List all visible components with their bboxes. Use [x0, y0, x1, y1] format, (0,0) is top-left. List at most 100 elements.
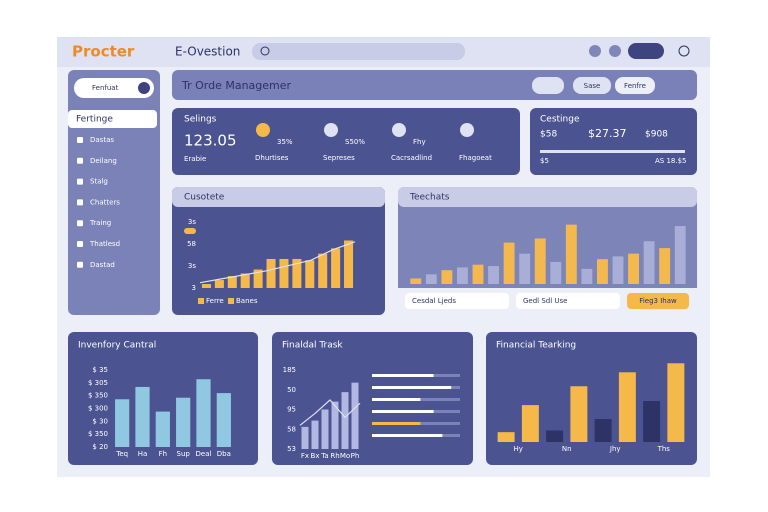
bar [441, 270, 453, 284]
bar [503, 242, 515, 284]
x-label: Fx [301, 452, 309, 460]
menu-icon [77, 178, 83, 185]
menu-item[interactable]: Dastas [90, 136, 114, 144]
menu-item[interactable]: Thatlesd [89, 240, 120, 248]
dropdown[interactable] [516, 293, 620, 309]
x-label: Rh [330, 452, 339, 460]
user-pill[interactable] [628, 43, 664, 59]
axis-label: $ 30 [92, 417, 108, 425]
menu-item[interactable]: Traing [89, 219, 111, 227]
bar [253, 269, 263, 288]
bar [321, 409, 329, 449]
bar [570, 386, 588, 442]
bar [628, 253, 639, 284]
stat-label: Cacrsadlind [391, 154, 432, 162]
progress-fill [372, 386, 452, 389]
legend-swatch [184, 228, 196, 234]
bar [534, 238, 546, 284]
x-label: Hy [514, 445, 523, 453]
stat-icon [324, 123, 338, 137]
axis-label: $ 350 [88, 392, 108, 400]
legend-swatch [198, 298, 204, 304]
bar [344, 240, 354, 288]
button-label: Fenfre [624, 82, 646, 90]
active-item[interactable] [68, 110, 157, 128]
bar [550, 261, 562, 284]
dropdown[interactable] [405, 293, 509, 309]
bar [279, 258, 289, 288]
menu-item[interactable]: Fertinge [76, 115, 113, 125]
sidebar [68, 70, 160, 315]
menu-item[interactable]: Dastad [90, 261, 115, 269]
axis-label: $ 300 [88, 405, 108, 413]
bar [521, 405, 539, 442]
bar [618, 372, 636, 442]
stat-icon [460, 123, 474, 137]
sidebar-search-text: Fenfuat [92, 84, 119, 92]
progress-fill [372, 374, 434, 377]
stat-value: S50% [345, 138, 365, 146]
button[interactable] [532, 77, 564, 94]
menu-icon [77, 157, 83, 164]
cost-value: $27.37 [588, 127, 627, 140]
menu-item[interactable]: Chatters [90, 198, 120, 206]
icon[interactable] [589, 45, 601, 57]
card-header [398, 187, 697, 207]
legend-label: Ferre [206, 297, 224, 305]
chart-title: Teechats [409, 193, 450, 203]
x-label: Sup [177, 450, 191, 458]
bar [318, 253, 328, 288]
bar [115, 399, 130, 447]
x-label: Teq [115, 450, 128, 458]
logo: Procter [72, 43, 135, 61]
legend-label: Banes [236, 297, 258, 305]
icon[interactable] [609, 45, 621, 57]
bar [667, 363, 685, 442]
bar [214, 280, 224, 288]
menu-item[interactable]: Deilang [90, 157, 117, 165]
menu-icon [77, 137, 83, 143]
cost-foot: AS 18.$5 [655, 157, 687, 165]
button[interactable] [615, 77, 655, 94]
bar [305, 260, 315, 288]
stat-value: Fhy [413, 138, 426, 146]
bar [597, 259, 608, 284]
x-label: Mo [340, 452, 350, 460]
x-label: Dba [217, 450, 231, 458]
menu-item[interactable]: Stalg [90, 178, 108, 186]
stats-main: 123.05 [184, 132, 237, 150]
bar [311, 420, 319, 449]
banner [172, 70, 697, 100]
dropdown-label: Gedl Sdl Use [523, 297, 567, 305]
card-header [172, 187, 385, 207]
axis-label: 3s [188, 262, 196, 270]
search-bar[interactable] [252, 43, 465, 60]
progress-fill [372, 410, 434, 413]
button[interactable] [573, 77, 611, 94]
settings-icon[interactable] [678, 45, 690, 57]
x-label: Ph [351, 452, 360, 460]
cost-value: $58 [540, 130, 557, 140]
x-label: Nn [562, 445, 572, 453]
sidebar-search[interactable] [74, 78, 154, 98]
bar [425, 274, 437, 284]
x-label: Fh [159, 450, 167, 458]
stat-label: Sepreses [323, 154, 355, 162]
chart-title: Cusotete [184, 193, 225, 203]
progress-fill [372, 422, 421, 425]
menu-icon [77, 261, 83, 268]
chart-title: Invenfory Cantral [78, 341, 156, 351]
bar [341, 392, 349, 449]
bar [292, 258, 302, 288]
x-label: Ta [320, 452, 328, 460]
trend-line [299, 399, 361, 426]
bar [519, 253, 531, 284]
stat-icon [256, 123, 270, 137]
bar [216, 393, 231, 447]
bar [581, 268, 593, 284]
bar [594, 419, 612, 442]
stat-value: 35% [277, 138, 293, 146]
button[interactable] [627, 293, 689, 309]
axis-label: $ 20 [92, 443, 108, 451]
